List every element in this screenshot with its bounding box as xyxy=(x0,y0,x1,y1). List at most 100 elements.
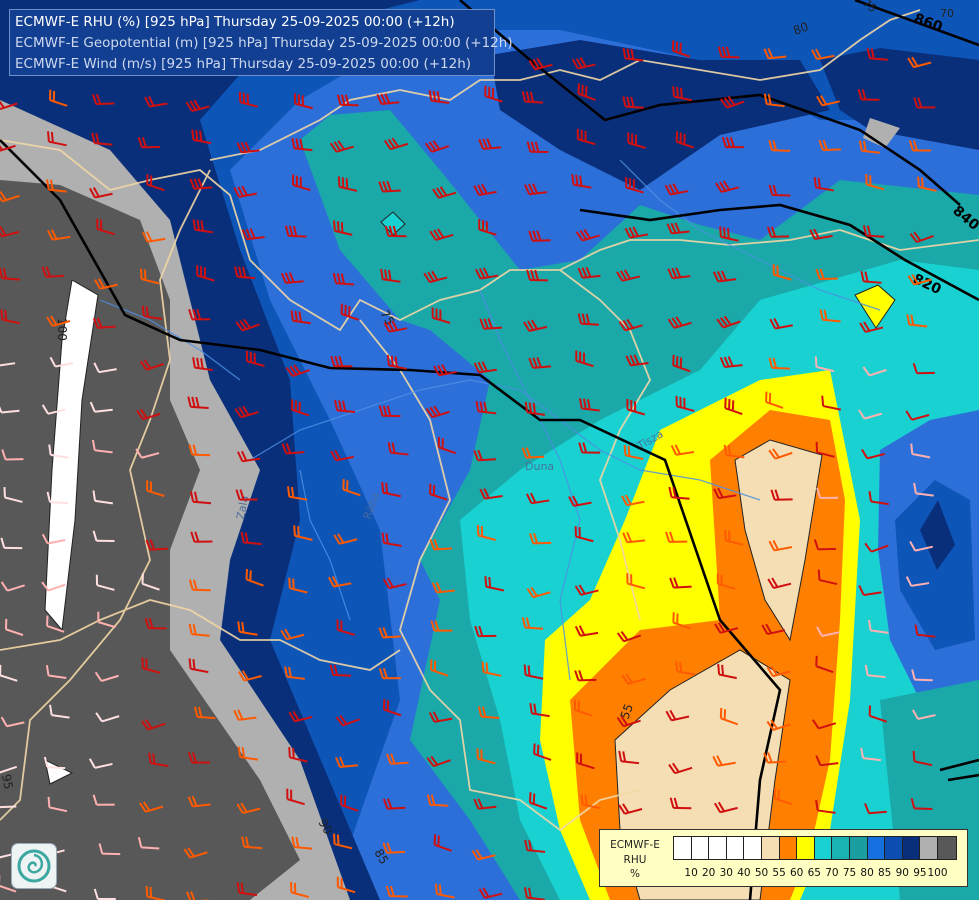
wind-barb xyxy=(94,278,118,290)
wind-barb xyxy=(626,573,646,590)
wind-barb xyxy=(144,95,168,108)
wind-barb xyxy=(815,799,836,814)
wind-barb xyxy=(621,494,645,507)
wind-barb xyxy=(521,447,545,459)
wind-barb xyxy=(47,796,68,813)
wind-barb xyxy=(765,391,784,409)
title-geopotential: ECMWF-E Geopotential (m) [925 hPa] Thurs… xyxy=(15,35,513,51)
wind-barb xyxy=(189,178,213,190)
wind-barb xyxy=(668,762,693,775)
wind-barb xyxy=(526,586,551,599)
wind-barb xyxy=(622,96,644,109)
wind-barb xyxy=(233,709,257,721)
wind-barb xyxy=(861,448,885,460)
wind-barb xyxy=(816,487,839,500)
wind-barb xyxy=(624,226,649,239)
wind-barb xyxy=(45,179,67,193)
wind-barb xyxy=(573,699,593,717)
wind-barb xyxy=(141,231,166,243)
ecmwf-logo-icon xyxy=(12,844,56,888)
label-rhu-3: 95 xyxy=(0,773,15,790)
wind-barb xyxy=(866,48,888,61)
wind-barb xyxy=(429,539,452,551)
wind-barb xyxy=(809,228,833,241)
wind-barb xyxy=(478,887,503,899)
wind-barb xyxy=(340,303,359,321)
legend-swatch xyxy=(814,837,833,859)
wind-barb xyxy=(716,315,741,329)
wind-barb xyxy=(386,753,409,765)
wind-barb xyxy=(139,801,164,813)
wind-barb xyxy=(141,719,166,731)
wind-barb xyxy=(336,619,356,636)
wind-barb xyxy=(712,755,736,767)
wind-barb xyxy=(909,231,934,244)
legend-swatch xyxy=(849,837,868,859)
wind-barb xyxy=(188,658,209,674)
wind-barb xyxy=(474,625,497,638)
wind-barb xyxy=(237,621,258,636)
wind-barb xyxy=(98,843,121,856)
wind-barb xyxy=(424,140,450,153)
wind-barb xyxy=(43,756,66,770)
wind-barb xyxy=(290,310,312,325)
wind-barb xyxy=(910,798,933,810)
wind-barb xyxy=(616,269,641,282)
wind-barb xyxy=(95,712,120,723)
wind-barb xyxy=(669,797,692,810)
wind-barb xyxy=(723,444,745,459)
wind-barb xyxy=(429,659,449,677)
wind-barb xyxy=(719,226,739,242)
wind-barb xyxy=(188,752,211,764)
wind-barb xyxy=(528,57,553,71)
wind-barb xyxy=(280,628,305,641)
wind-barb xyxy=(288,577,308,594)
wind-barb xyxy=(292,174,311,192)
wind-barb xyxy=(431,307,451,324)
wind-barb xyxy=(616,715,641,728)
wind-barb xyxy=(281,443,305,455)
wind-barb xyxy=(233,185,258,198)
rhu-band-55-b xyxy=(734,439,823,642)
legend-tick: 100 xyxy=(927,867,948,879)
wind-barb xyxy=(813,539,837,551)
legend-tick: 40 xyxy=(737,867,751,879)
label-rhu-0: 80 xyxy=(791,19,810,37)
wind-barb xyxy=(816,94,840,107)
wind-barb xyxy=(429,483,448,501)
wind-barb xyxy=(478,706,500,719)
wind-barb xyxy=(713,487,737,500)
legend-label-line: % xyxy=(630,868,640,880)
legend-tick: 60 xyxy=(790,867,804,879)
wind-barb xyxy=(0,362,16,367)
wind-barb xyxy=(333,533,358,545)
wind-barb xyxy=(858,140,880,154)
wind-barb xyxy=(763,93,785,108)
wind-barb xyxy=(97,611,116,629)
wind-barb xyxy=(188,579,211,592)
wind-barb xyxy=(0,763,18,774)
wind-barb xyxy=(189,491,212,505)
wind-barb xyxy=(715,180,740,193)
wind-barb xyxy=(431,581,455,594)
wind-barb xyxy=(236,802,261,815)
wind-barb xyxy=(860,747,882,762)
legend-label: ECMWF-E RHU % xyxy=(602,838,668,882)
wind-barb xyxy=(245,568,264,587)
wind-barb xyxy=(93,362,117,374)
wind-barb xyxy=(761,623,786,636)
wind-barb xyxy=(141,657,161,674)
wind-barb xyxy=(815,441,835,458)
label-rhu-7: 70 xyxy=(940,7,954,20)
wind-barb xyxy=(185,99,210,112)
wind-barb xyxy=(481,661,502,677)
wind-barb xyxy=(529,532,552,545)
wind-barb xyxy=(434,883,455,899)
wind-barb xyxy=(146,480,165,497)
title-rhu: ECMWF-E RHU (%) [925 hPa] Thursday 25-09… xyxy=(15,14,455,30)
wind-barb xyxy=(621,673,646,685)
wind-barb xyxy=(329,664,352,677)
wind-barb xyxy=(433,834,452,852)
wind-barb xyxy=(330,449,354,462)
isohypse-880-se2 xyxy=(947,773,979,782)
